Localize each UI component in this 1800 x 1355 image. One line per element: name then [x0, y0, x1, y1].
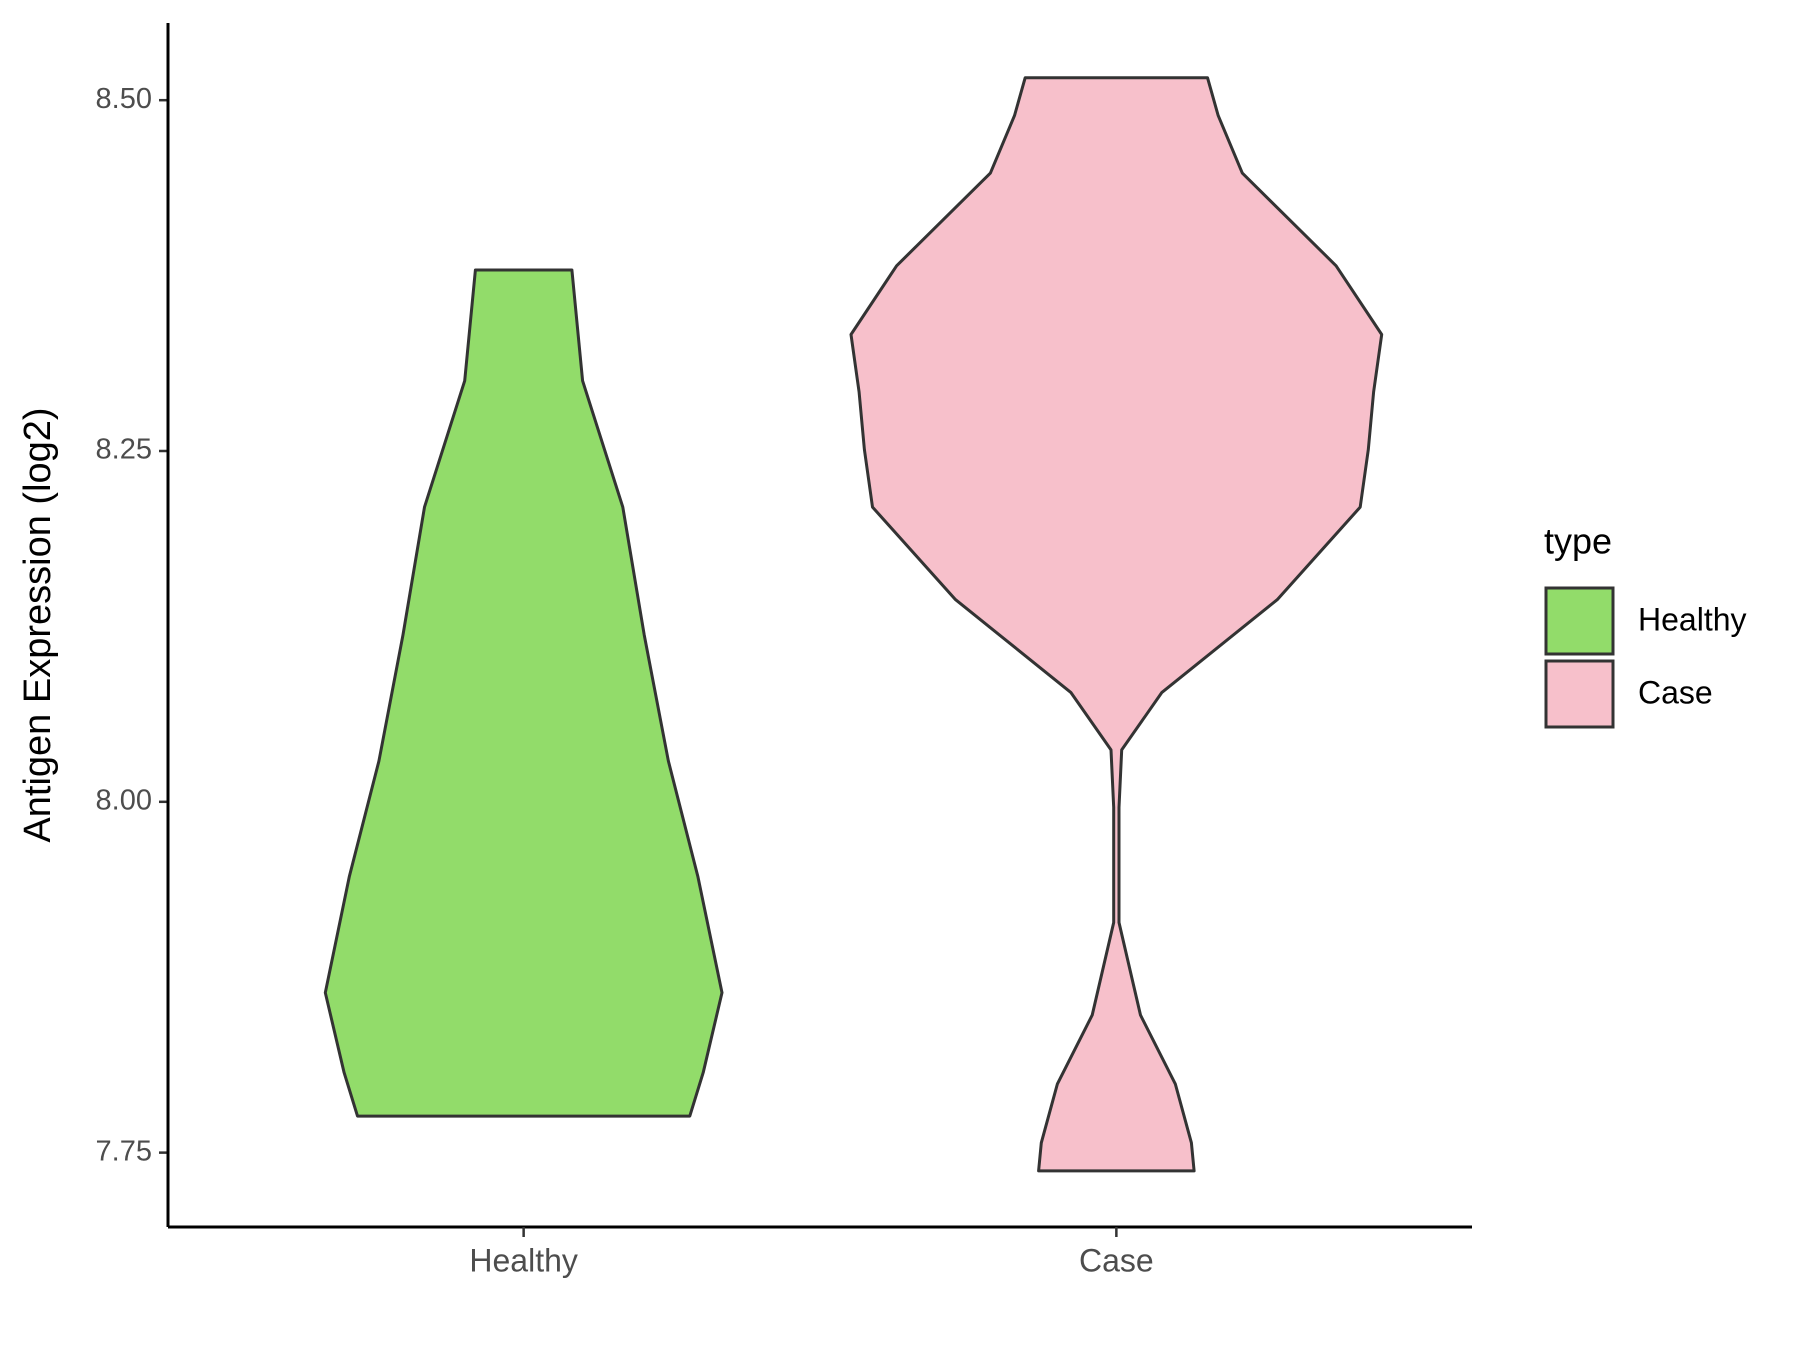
violin [849, 76, 1384, 1173]
y-tick-label: 8.25 [96, 434, 152, 466]
violin [323, 268, 724, 1118]
y-tick-label: 7.75 [96, 1135, 152, 1167]
y-axis-title: Antigen Expression (log2) [17, 407, 59, 842]
legend-key [1544, 586, 1615, 656]
y-tick-label: 8.00 [96, 784, 152, 816]
legend-label: Case [1638, 674, 1713, 710]
x-tick-label: Case [1079, 1242, 1154, 1278]
x-tick-label: Healthy [469, 1242, 578, 1278]
legend-key [1544, 659, 1615, 729]
legend-label: Healthy [1638, 601, 1747, 637]
legend-title: type [1544, 521, 1612, 562]
y-tick-label: 8.50 [96, 83, 152, 115]
